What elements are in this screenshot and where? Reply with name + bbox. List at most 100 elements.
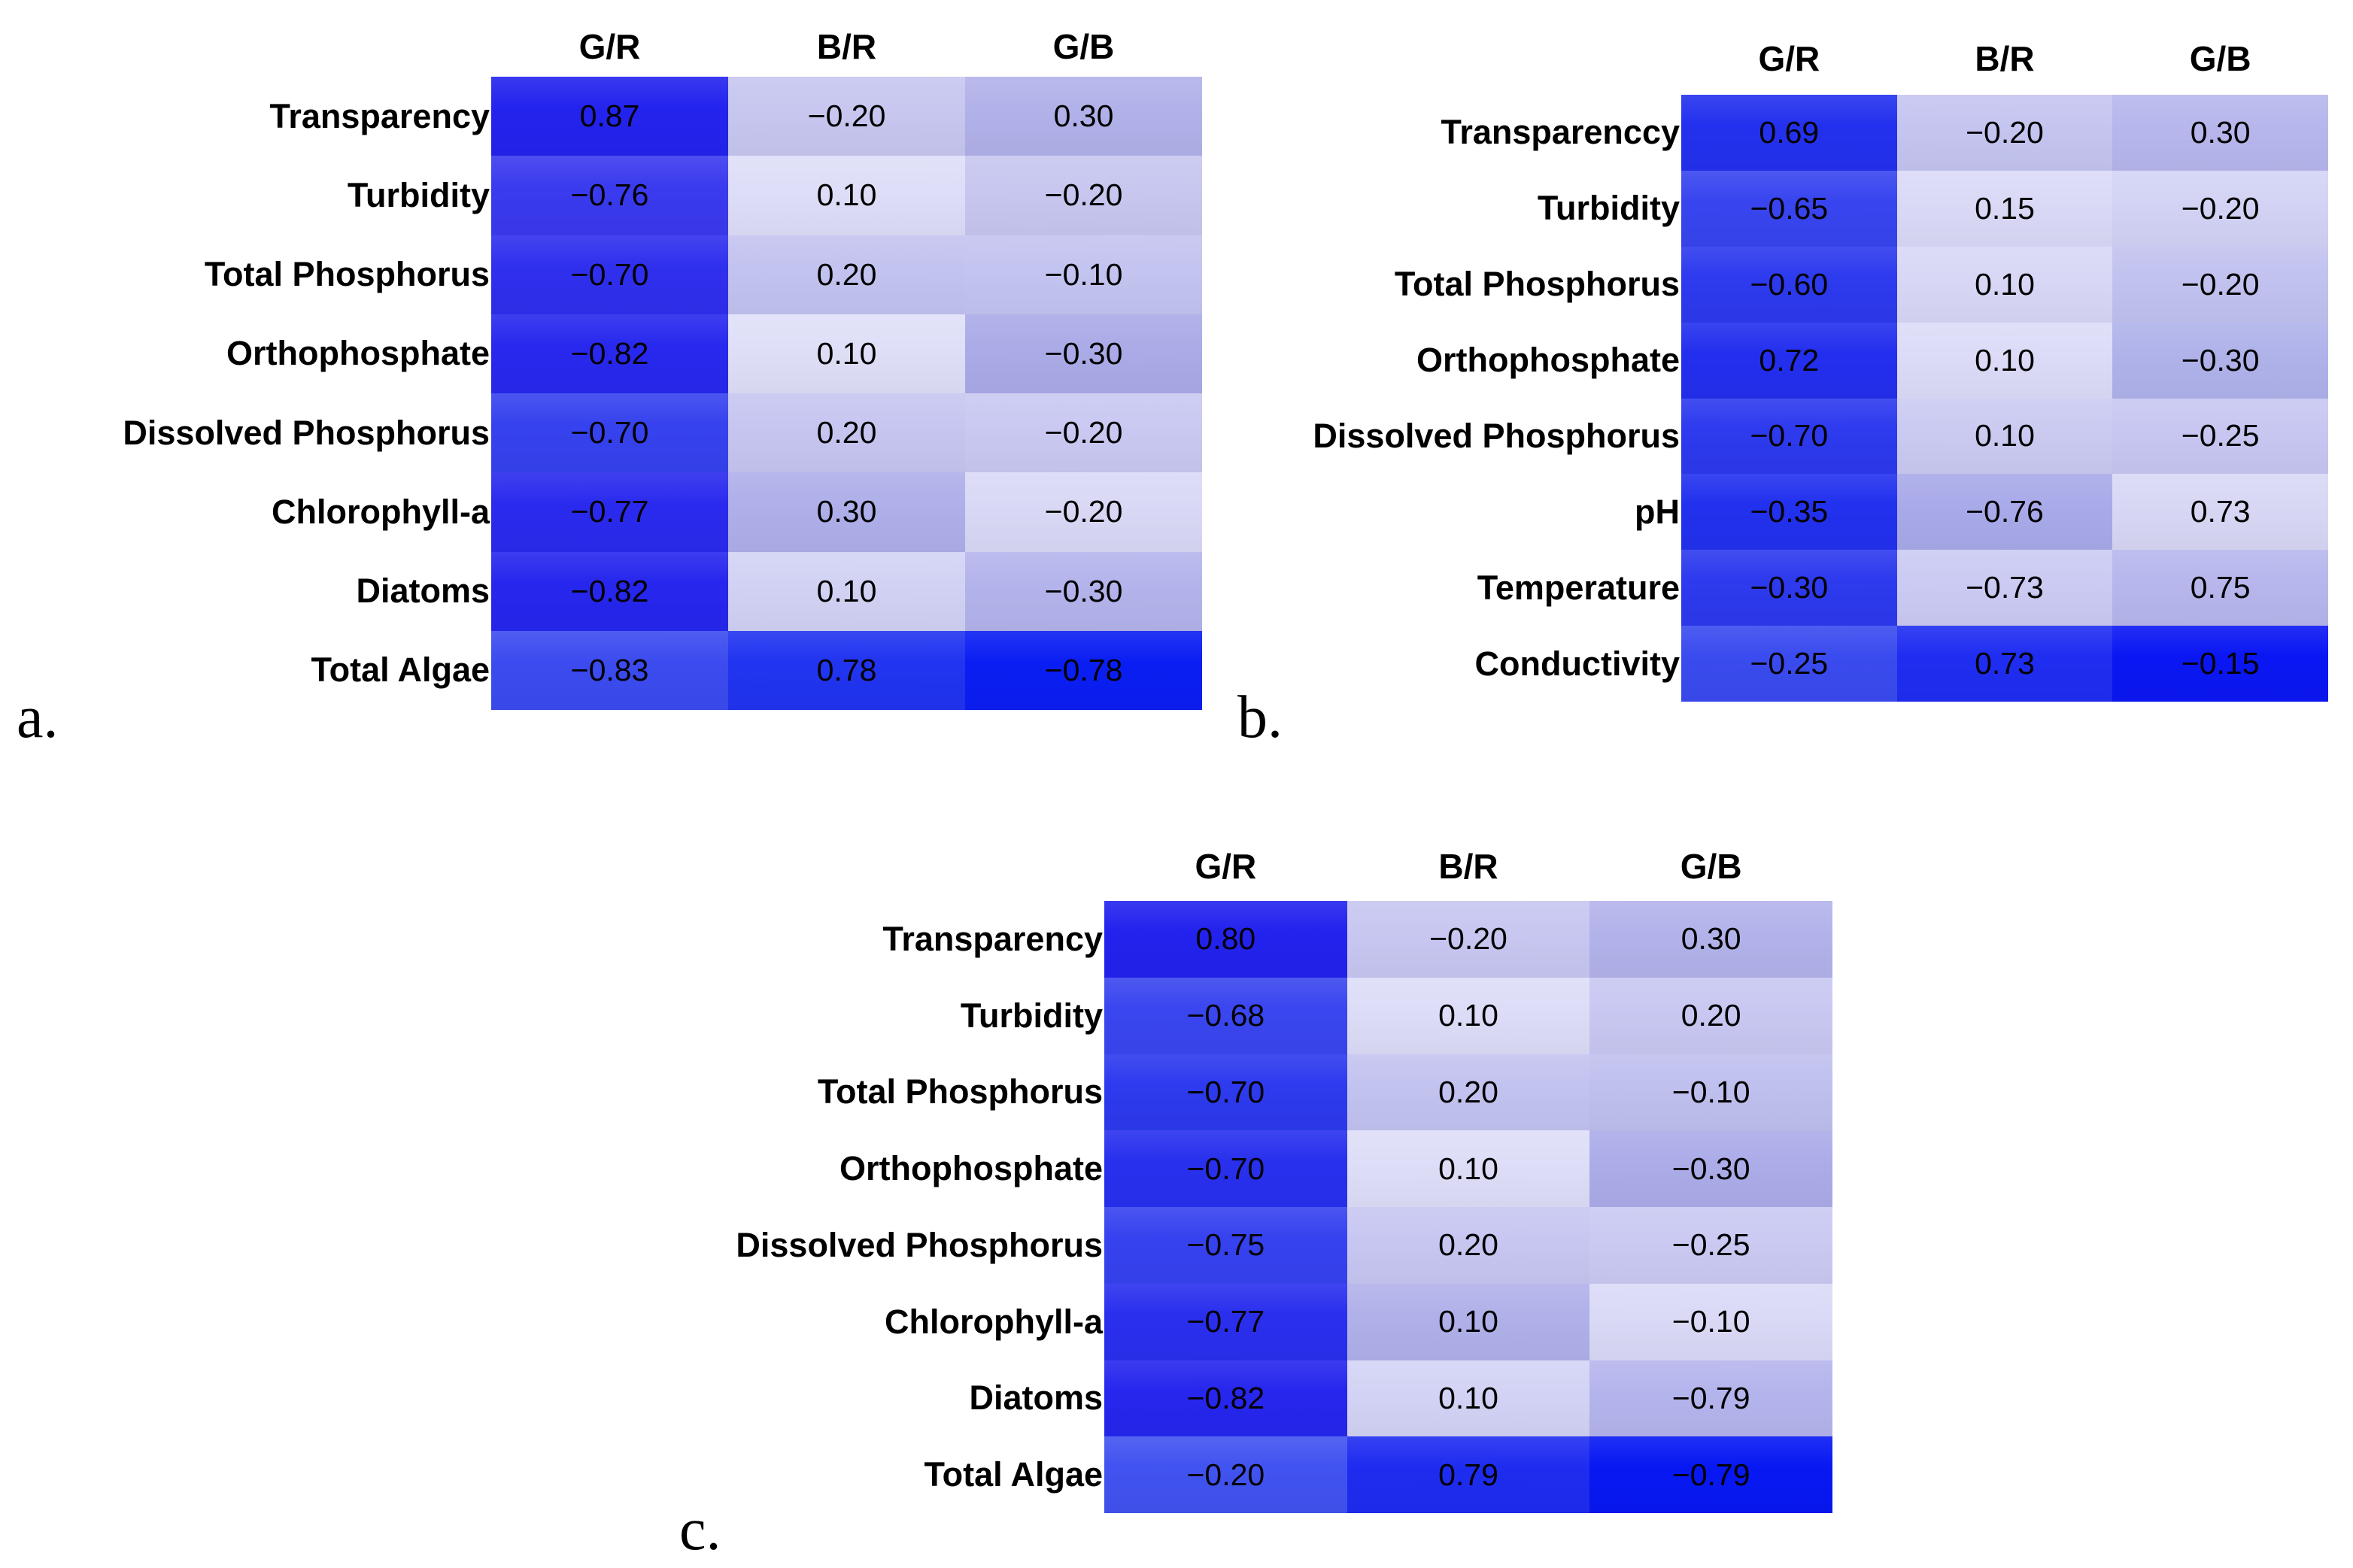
cell-temperature-b-r: −0.73	[1896, 550, 2113, 626]
cell-total-phosphorus-g-b: −0.10	[1589, 1054, 1832, 1131]
cell-total-algae-b-r: 0.79	[1347, 1436, 1590, 1513]
row-label-total-algae: Total Algae	[311, 651, 490, 690]
cell-total-algae-g-b: −0.79	[1589, 1436, 1832, 1513]
cell-turbidity-b-r: 0.15	[1896, 170, 2113, 247]
cell-diatoms-g-r: −0.82	[1104, 1360, 1347, 1437]
cell-orthophosphate-g-b: −0.30	[2112, 322, 2328, 399]
cell-dissolved-phosphorus-g-b: −0.25	[2112, 398, 2328, 475]
cell-total-phosphorus-g-b: −0.20	[2112, 246, 2328, 323]
row-label-temperature: Temperature	[1477, 568, 1680, 607]
column-header-g-b: G/B	[1052, 27, 1115, 66]
column-headers-b: G/R B/R G/B	[1681, 35, 2328, 83]
heatmap-grid-c: 0.80 −0.20 0.30 −0.68 0.10 0.20 −0.70 0.20 −0.10…	[1104, 901, 1832, 1513]
cell-chlorophyll-a-g-r: −0.77	[491, 472, 728, 552]
column-header-g-r: G/R	[1195, 847, 1257, 886]
row-label-diatoms: Diatoms	[969, 1378, 1103, 1418]
cell-orthophosphate-g-b: −0.30	[965, 314, 1202, 393]
cell-transparency-g-b: 0.30	[965, 77, 1202, 156]
column-headers-a: G/R B/R G/B	[491, 23, 1202, 71]
cell-chlorophyll-a-b-r: 0.10	[1347, 1283, 1590, 1360]
cell-orthophosphate-g-r: −0.70	[1104, 1130, 1347, 1207]
row-labels-c: Transparency Turbidity Total Phosphorus Ort…	[669, 901, 1103, 1513]
cell-dissolved-phosphorus-g-r: −0.75	[1104, 1207, 1347, 1284]
row-label-dissolved-phosphorus: Dissolved Phosphorus	[123, 413, 490, 452]
cell-conductivity-g-b: −0.15	[2112, 626, 2328, 702]
row-label-chlorophyll-a: Chlorophyll-a	[272, 492, 490, 531]
row-label-total-phosphorus: Total Phosphorus	[817, 1072, 1103, 1112]
cell-dissolved-phosphorus-b-r: 0.20	[1347, 1207, 1590, 1284]
cell-turbidity-g-b: −0.20	[965, 156, 1202, 235]
cell-ph-g-b: 0.73	[2112, 474, 2328, 550]
cell-ph-g-r: −0.35	[1681, 474, 1897, 550]
cell-turbidity-g-r: −0.68	[1104, 977, 1347, 1054]
column-header-b-r: B/R	[1438, 847, 1498, 886]
cell-conductivity-b-r: 0.73	[1896, 626, 2113, 702]
cell-transparenccy-b-r: −0.20	[1896, 95, 2113, 171]
panel-label-a: a.	[17, 684, 59, 751]
column-header-g-b: G/B	[2189, 39, 2251, 78]
cell-total-phosphorus-g-b: −0.10	[965, 235, 1202, 314]
cell-chlorophyll-a-b-r: 0.30	[728, 472, 965, 552]
cell-orthophosphate-g-r: 0.72	[1681, 322, 1897, 399]
panel-label-b: b.	[1237, 684, 1283, 751]
row-label-chlorophyll-a: Chlorophyll-a	[885, 1302, 1103, 1341]
row-label-orthophosphate: Orthophosphate	[226, 334, 490, 373]
cell-conductivity-g-r: −0.25	[1681, 626, 1897, 702]
cell-diatoms-g-r: −0.82	[491, 551, 728, 631]
cell-dissolved-phosphorus-g-b: −0.25	[1589, 1207, 1832, 1284]
cell-transparenccy-g-r: 0.69	[1681, 95, 1897, 171]
row-labels-b: Transparenccy Turbidity Total Phosphorus Or…	[1226, 95, 1680, 702]
panel-label-c: c.	[679, 1497, 721, 1563]
cell-orthophosphate-b-r: 0.10	[1347, 1130, 1590, 1207]
cell-total-phosphorus-b-r: 0.20	[1347, 1054, 1590, 1131]
cell-total-algae-b-r: 0.78	[728, 630, 965, 710]
cell-dissolved-phosphorus-g-r: −0.70	[491, 393, 728, 473]
cell-dissolved-phosphorus-b-r: 0.20	[728, 393, 965, 473]
cell-turbidity-g-r: −0.65	[1681, 170, 1897, 247]
cell-transparency-g-b: 0.30	[1589, 901, 1832, 978]
cell-chlorophyll-a-g-r: −0.77	[1104, 1283, 1347, 1360]
row-label-turbidity: Turbidity	[1537, 189, 1680, 228]
cell-total-phosphorus-b-r: 0.10	[1896, 246, 2113, 323]
cell-total-phosphorus-g-r: −0.60	[1681, 246, 1897, 323]
cell-orthophosphate-b-r: 0.10	[1896, 322, 2113, 399]
cell-total-phosphorus-b-r: 0.20	[728, 235, 965, 314]
cell-diatoms-g-b: −0.79	[1589, 1360, 1832, 1437]
cell-orthophosphate-g-r: −0.82	[491, 314, 728, 393]
row-label-diatoms: Diatoms	[356, 572, 490, 611]
cell-turbidity-b-r: 0.10	[1347, 977, 1590, 1054]
cell-diatoms-g-b: −0.30	[965, 551, 1202, 631]
cell-transparenccy-g-b: 0.30	[2112, 95, 2328, 171]
cell-transparency-g-r: 0.80	[1104, 901, 1347, 978]
cell-dissolved-phosphorus-g-b: −0.20	[965, 393, 1202, 473]
row-label-orthophosphate: Orthophosphate	[1416, 341, 1680, 380]
cell-dissolved-phosphorus-b-r: 0.10	[1896, 398, 2113, 475]
column-header-g-r: G/R	[1758, 39, 1820, 78]
cell-transparency-b-r: −0.20	[1347, 901, 1590, 978]
cell-total-algae-g-r: −0.20	[1104, 1436, 1347, 1513]
row-label-conductivity: Conductivity	[1474, 644, 1680, 683]
cell-total-algae-g-r: −0.83	[491, 630, 728, 710]
cell-temperature-g-b: 0.75	[2112, 550, 2328, 626]
row-label-transparency: Transparency	[882, 919, 1103, 958]
cell-diatoms-b-r: 0.10	[728, 551, 965, 631]
cell-total-phosphorus-g-r: −0.70	[1104, 1054, 1347, 1131]
cell-orthophosphate-b-r: 0.10	[728, 314, 965, 393]
row-label-total-phosphorus: Total Phosphorus	[1394, 265, 1680, 304]
row-label-total-phosphorus: Total Phosphorus	[204, 255, 490, 294]
cell-chlorophyll-a-g-b: −0.10	[1589, 1283, 1832, 1360]
cell-transparency-g-r: 0.87	[491, 77, 728, 156]
row-label-transparency: Transparency	[269, 96, 490, 135]
row-label-total-algae: Total Algae	[924, 1455, 1103, 1494]
cell-turbidity-g-b: 0.20	[1589, 977, 1832, 1054]
column-header-b-r: B/R	[816, 27, 877, 66]
cell-chlorophyll-a-g-b: −0.20	[965, 472, 1202, 552]
cell-total-phosphorus-g-r: −0.70	[491, 235, 728, 314]
row-label-ph: pH	[1635, 492, 1680, 531]
heatmap-grid-b: 0.69 −0.20 0.30 −0.65 0.15 −0.20 −0.60 0.10 −0.2…	[1681, 95, 2328, 702]
row-label-dissolved-phosphorus: Dissolved Phosphorus	[1313, 416, 1680, 455]
row-label-turbidity: Turbidity	[347, 175, 490, 214]
